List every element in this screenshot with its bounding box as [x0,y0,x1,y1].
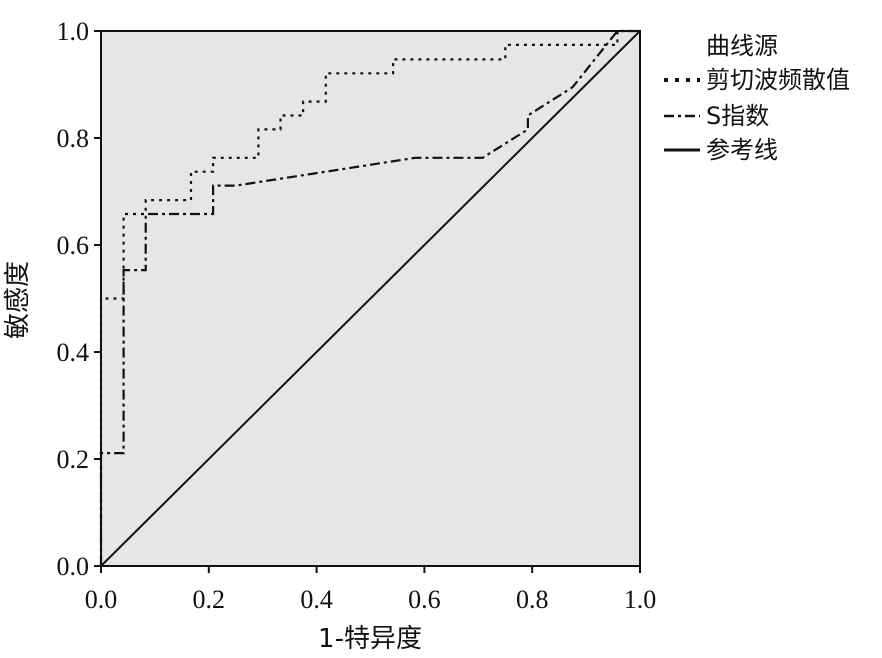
legend-label-3: 参考线 [706,136,778,164]
x-tick-label: 0.0 [85,585,118,614]
x-tick-label: 0.8 [516,585,549,614]
legend-label-1: 剪切波频散值 [706,66,850,94]
series-layer [99,29,641,567]
x-tick-label: 1.0 [624,585,657,614]
series-line-3 [100,30,641,567]
legend-label-2: S指数 [706,102,769,130]
x-tick-label: 0.2 [193,585,226,614]
series-line-2 [99,29,640,566]
y-tick-label: 0.2 [57,445,90,474]
y-axis: 0.0 0.2 0.4 0.6 0.8 1.0 [57,17,101,581]
y-tick-label: 0.8 [57,124,90,153]
y-tick-label: 0.0 [57,552,90,581]
y-tick-label: 0.6 [57,231,90,260]
series-line-1 [99,29,640,566]
y-axis-title: 敏感度 [3,261,33,339]
x-axis: 0.0 0.2 0.4 0.6 0.8 1.0 [85,566,657,614]
x-tick-label: 0.4 [300,585,333,614]
y-tick-label: 1.0 [57,17,90,46]
x-tick-label: 0.6 [408,585,441,614]
x-axis-title: 1-特异度 [318,624,422,654]
legend-title: 曲线源 [706,32,778,60]
y-tick-label: 0.4 [57,338,90,367]
